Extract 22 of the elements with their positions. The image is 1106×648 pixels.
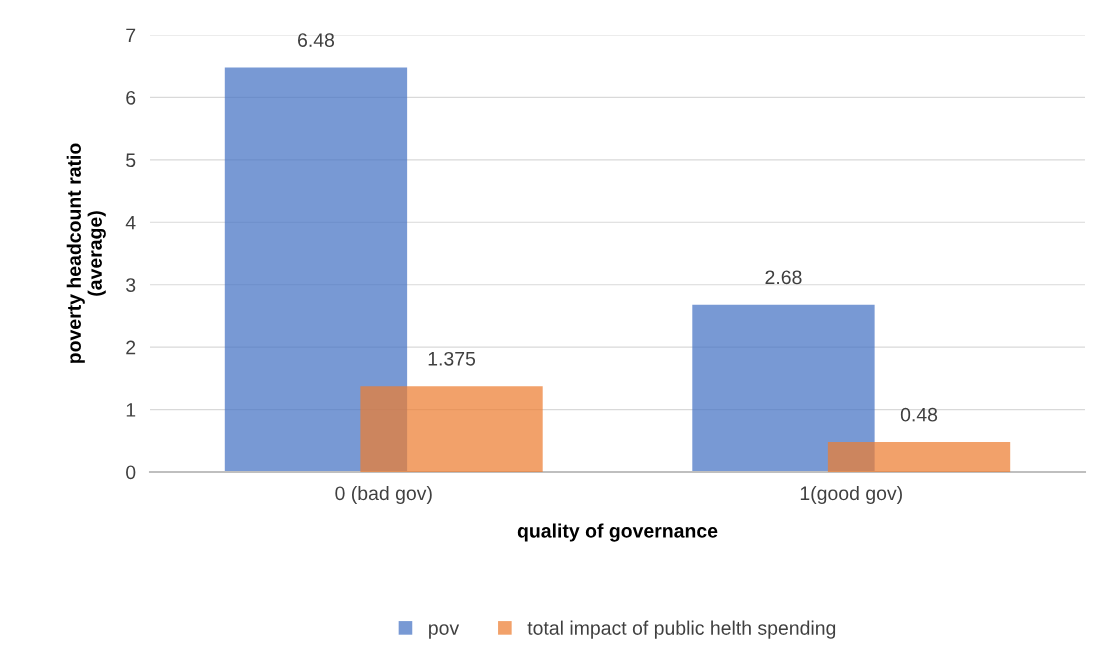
y-tick-label: 5	[126, 153, 136, 168]
y-axis-title: poverty headcount ratio (average)	[66, 143, 106, 363]
x-tick-label: 0 (bad gov)	[335, 485, 432, 505]
bar	[224, 67, 408, 472]
bar	[360, 386, 543, 472]
y-tick-label: 1	[126, 403, 136, 417]
data-label: 6.48	[298, 33, 335, 47]
x-tick-label: 1(good gov)	[800, 485, 902, 505]
y-tick-label: 6	[126, 90, 136, 105]
bar	[827, 442, 1011, 472]
data-label: 2.68	[765, 270, 802, 285]
y-tick-label: 4	[125, 215, 136, 230]
legend-label: total impact of public helth spending	[527, 620, 836, 639]
data-label: 0.48	[900, 407, 938, 422]
y-tick-label: 3	[126, 278, 136, 292]
data-label: 1.375	[428, 351, 476, 366]
y-tick-label: 7	[126, 28, 136, 43]
x-axis-title: quality of governance	[517, 523, 718, 542]
y-tick-label: 0	[126, 465, 136, 480]
y-tick-label: 2	[126, 340, 136, 355]
bar	[692, 304, 875, 472]
legend-label: pov	[429, 624, 460, 639]
